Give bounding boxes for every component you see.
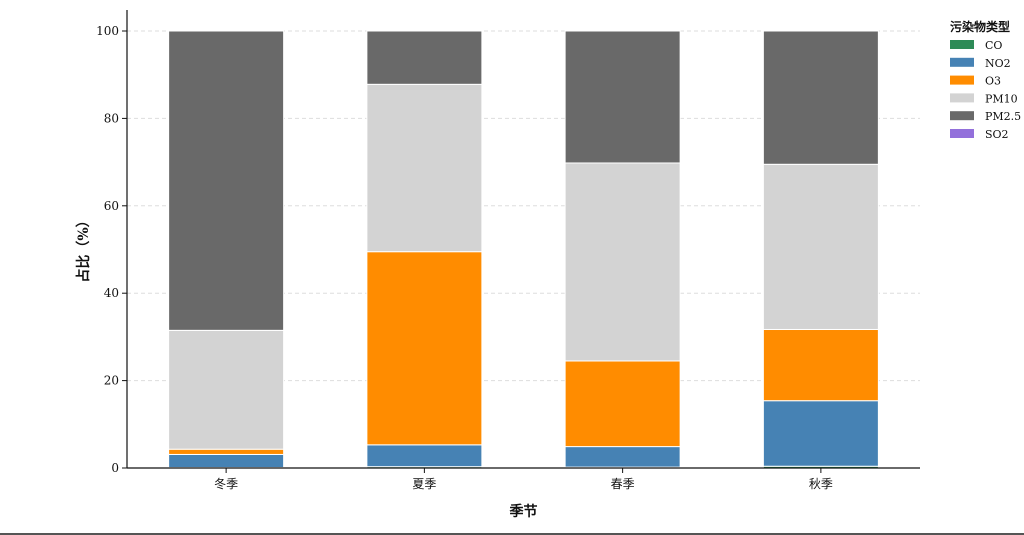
y-tick-label: 60 (104, 199, 119, 213)
legend-title: 污染物类型 (950, 19, 1010, 34)
bar-segment (762, 163, 879, 330)
legend-swatch (950, 75, 974, 85)
x-tick-label: 夏季 (412, 477, 436, 491)
axes (122, 10, 920, 473)
bar-segment (168, 453, 285, 469)
legend-swatch (950, 40, 974, 49)
bar-segment (564, 446, 681, 468)
bottom-divider (0, 533, 1024, 535)
bar-segment (762, 30, 879, 165)
bar-segment (762, 328, 879, 402)
x-tick-label: 秋季 (809, 477, 833, 491)
tick-labels: 0 20 40 60 80 100 冬季 夏季 春季 秋季 (96, 24, 833, 491)
legend: 污染物类型 CO NO2 O3 PM10 PM2.5 SO2 (950, 19, 1021, 141)
legend-swatch (950, 111, 974, 121)
legend-swatch (950, 129, 974, 138)
y-tick-label: 40 (104, 286, 119, 300)
y-tick-label: 80 (104, 111, 119, 125)
bar-segment (366, 30, 483, 85)
bar-segment (168, 448, 285, 455)
y-axis-label: 占比（%） (75, 213, 92, 282)
bar-segment (366, 444, 483, 468)
x-axis-label: 季节 (509, 503, 538, 520)
legend-label: SO2 (985, 128, 1009, 141)
bar-segment (168, 30, 285, 331)
legend-label: O3 (985, 75, 1001, 88)
legend-label: PM2.5 (985, 110, 1021, 123)
bar-segment (762, 400, 879, 467)
legend-swatch (950, 57, 974, 67)
bar-segment (366, 251, 483, 446)
bar-segment (564, 30, 681, 164)
x-tick-label: 冬季 (214, 476, 238, 491)
bar-segment (168, 329, 285, 450)
bars (168, 30, 879, 469)
legend-label: CO (985, 39, 1002, 52)
bar-segment (366, 83, 483, 253)
y-tick-label: 100 (96, 24, 119, 38)
bar-segment (564, 162, 681, 362)
legend-swatch (950, 93, 974, 103)
y-tick-label: 20 (104, 374, 119, 388)
x-tick-label: 春季 (611, 477, 635, 491)
legend-label: PM10 (985, 92, 1018, 105)
legend-label: NO2 (985, 57, 1011, 70)
y-tick-label: 0 (111, 461, 119, 475)
bar-segment (564, 360, 681, 448)
